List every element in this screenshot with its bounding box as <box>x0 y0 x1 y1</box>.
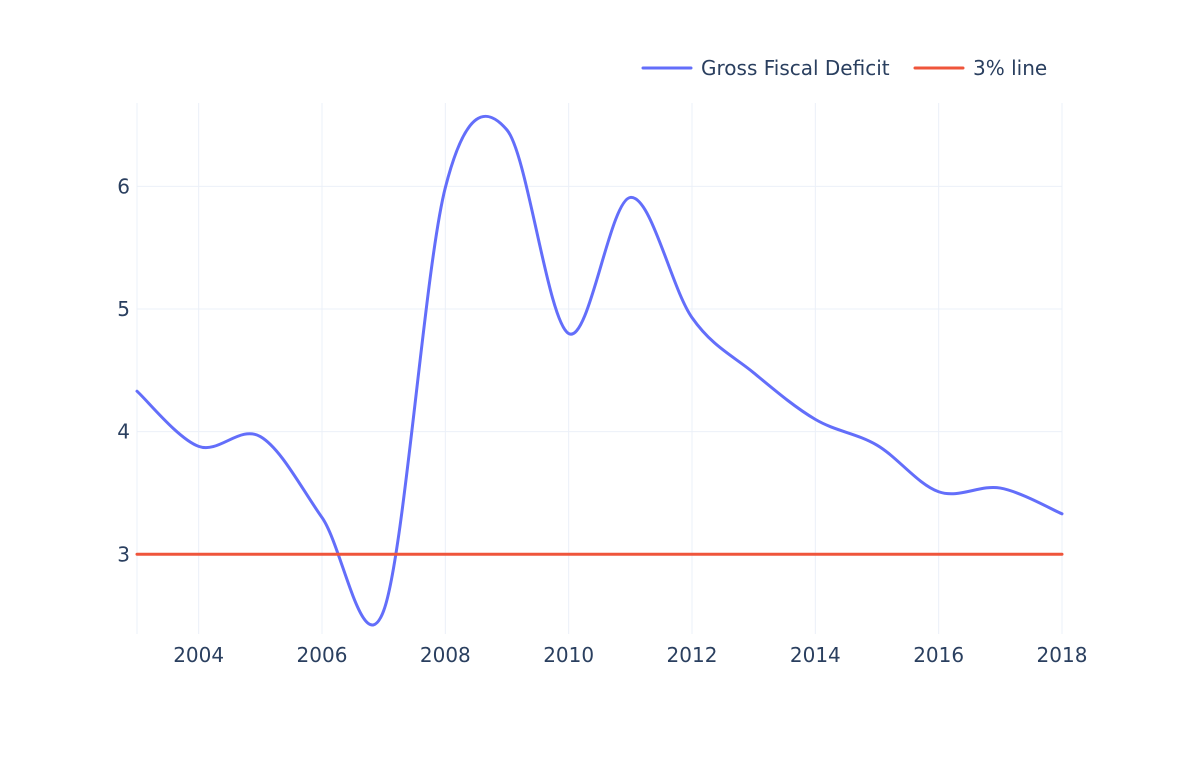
series-line-gross-fiscal-deficit <box>135 114 1064 627</box>
x-tick-label: 2018 <box>1037 643 1088 667</box>
x-tick-label: 2016 <box>913 643 964 667</box>
x-tick-label: 2010 <box>543 643 594 667</box>
x-tick-label: 2012 <box>667 643 718 667</box>
legend[interactable]: Gross Fiscal Deficit 3% line <box>641 56 1047 80</box>
x-tick-label: 2004 <box>173 643 224 667</box>
legend-item-3-line[interactable]: 3% line <box>913 56 1047 80</box>
x-tick-label: 2014 <box>790 643 841 667</box>
y-tick-label: 3 <box>117 542 130 566</box>
legend-item-gross-fiscal-deficit[interactable]: Gross Fiscal Deficit <box>641 56 890 80</box>
x-tick-label: 2006 <box>297 643 348 667</box>
series <box>135 114 1064 627</box>
legend-label: 3% line <box>973 56 1047 80</box>
axes: 2004 2006 2008 2010 2012 2014 2016 2018 3 4 5 6 <box>117 174 1087 667</box>
x-tick-label: 2008 <box>420 643 471 667</box>
legend-label: Gross Fiscal Deficit <box>701 56 890 80</box>
y-tick-label: 4 <box>117 420 130 444</box>
y-tick-label: 6 <box>117 174 130 198</box>
y-tick-label: 5 <box>117 297 130 321</box>
